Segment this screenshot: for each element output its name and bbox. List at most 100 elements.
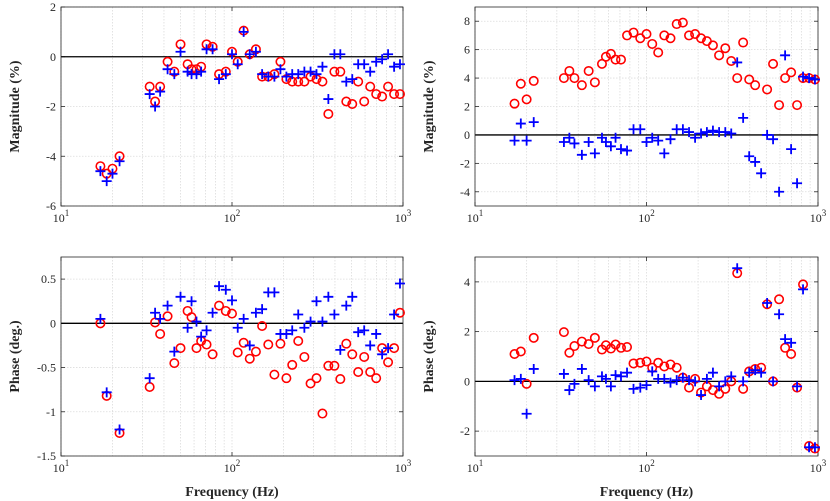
data-point-plus	[809, 442, 820, 453]
data-point-plus	[635, 124, 646, 135]
data-point-plus	[756, 168, 767, 179]
panel-bottom-right: 101 102 103 -2 0 2 4 Phase (deg.) Frequency (Hz)	[422, 256, 827, 500]
data-point-plus	[371, 56, 382, 67]
data-point-plus	[201, 325, 212, 336]
data-point-circle	[162, 311, 173, 322]
data-point-circle	[250, 346, 261, 357]
x-tick-label: 102	[224, 208, 241, 225]
data-point-plus	[275, 64, 286, 75]
data-point-plus	[244, 340, 255, 351]
data-point-circle	[762, 84, 773, 95]
data-point-plus	[774, 186, 785, 197]
data-point-plus	[696, 128, 707, 139]
data-point-plus	[155, 313, 166, 324]
data-point-plus	[732, 263, 743, 274]
data-point-circle	[191, 343, 202, 354]
data-point-circle	[207, 349, 218, 360]
data-point-plus	[647, 366, 658, 377]
data-point-circle	[232, 347, 243, 358]
data-point-plus	[576, 363, 587, 374]
data-point-plus	[726, 371, 737, 382]
data-point-plus	[564, 385, 575, 396]
data-point-plus	[287, 325, 298, 336]
data-point-plus	[347, 74, 358, 85]
data-point-circle	[377, 91, 388, 102]
data-point-circle	[347, 349, 358, 360]
data-point-circle	[299, 351, 310, 362]
data-point-plus	[383, 49, 394, 60]
y-tick-label: -4	[460, 185, 470, 199]
data-point-plus	[144, 89, 155, 100]
data-point-plus	[610, 132, 621, 143]
data-point-plus	[684, 375, 695, 386]
data-point-plus	[798, 284, 809, 295]
data-point-circle	[750, 80, 761, 91]
x-tick-label: 103	[395, 208, 412, 225]
data-point-plus	[804, 73, 815, 84]
y-tick-label: 0	[464, 128, 470, 142]
data-point-plus	[101, 387, 112, 398]
data-point-plus	[509, 375, 520, 386]
data-point-circle	[738, 37, 749, 48]
data-point-circle	[359, 96, 370, 107]
data-point-plus	[677, 372, 688, 383]
y-tick-label: 2	[464, 100, 470, 114]
data-point-plus	[768, 134, 779, 145]
data-point-plus	[521, 135, 532, 146]
data-point-circle	[269, 369, 280, 380]
data-point-circle	[515, 346, 526, 357]
data-point-circle	[558, 73, 569, 84]
data-point-circle	[622, 342, 633, 353]
data-point-circle	[720, 43, 731, 54]
data-point-circle	[144, 382, 155, 393]
data-point-circle	[394, 307, 405, 318]
data-point-plus	[671, 375, 682, 386]
data-point-plus	[347, 291, 358, 302]
y-axis-label: Magnitude (%)	[422, 60, 437, 153]
data-point-circle	[726, 56, 737, 67]
data-point-plus	[383, 343, 394, 354]
data-point-plus	[114, 424, 125, 435]
data-point-plus	[182, 322, 193, 333]
data-point-plus	[162, 300, 173, 311]
data-point-circle	[671, 19, 682, 30]
data-point-plus	[528, 117, 539, 128]
data-point-plus	[341, 76, 352, 87]
data-point-plus	[605, 381, 616, 392]
data-point-plus	[162, 64, 173, 75]
data-point-circle	[365, 366, 376, 377]
y-tick-label: -4	[46, 149, 56, 163]
data-point-plus	[305, 66, 316, 77]
data-point-plus	[207, 307, 218, 318]
data-point-plus	[232, 322, 243, 333]
y-tick-label: -6	[46, 199, 56, 213]
data-point-plus	[684, 127, 695, 138]
y-axis-label: Magnitude (%)	[8, 60, 23, 153]
data-point-plus	[714, 381, 725, 392]
data-point-plus	[696, 390, 707, 401]
data-point-circle	[684, 30, 695, 41]
panel-top-right: 101 102 103 -4 -2 0 2 4 6 8 Magnitude (%)	[422, 6, 827, 225]
x-axis-label: Frequency (Hz)	[600, 485, 694, 500]
data-point-circle	[311, 373, 322, 384]
data-point-circle	[589, 77, 600, 88]
data-point-circle	[780, 73, 791, 84]
x-tick-label: 103	[810, 208, 827, 225]
data-point-circle	[186, 312, 197, 323]
y-tick-label: 0	[50, 316, 56, 330]
data-point-plus	[329, 309, 340, 320]
data-point-circle	[707, 40, 718, 51]
y-axis-label: Phase (deg.)	[422, 320, 437, 393]
data-point-plus	[786, 144, 797, 155]
x-tick-label: 101	[53, 208, 70, 225]
data-point-circle	[677, 17, 688, 28]
data-point-plus	[622, 367, 633, 378]
data-point-circle	[214, 300, 225, 311]
data-point-plus	[762, 298, 773, 309]
data-point-circle	[641, 356, 652, 367]
y-tick-label: 0	[50, 50, 56, 64]
data-point-plus	[744, 151, 755, 162]
data-point-circle	[583, 65, 594, 76]
data-point-plus	[677, 124, 688, 135]
data-point-plus	[389, 61, 400, 72]
